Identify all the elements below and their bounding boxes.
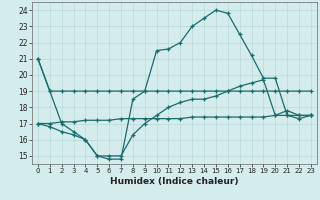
X-axis label: Humidex (Indice chaleur): Humidex (Indice chaleur) (110, 177, 239, 186)
